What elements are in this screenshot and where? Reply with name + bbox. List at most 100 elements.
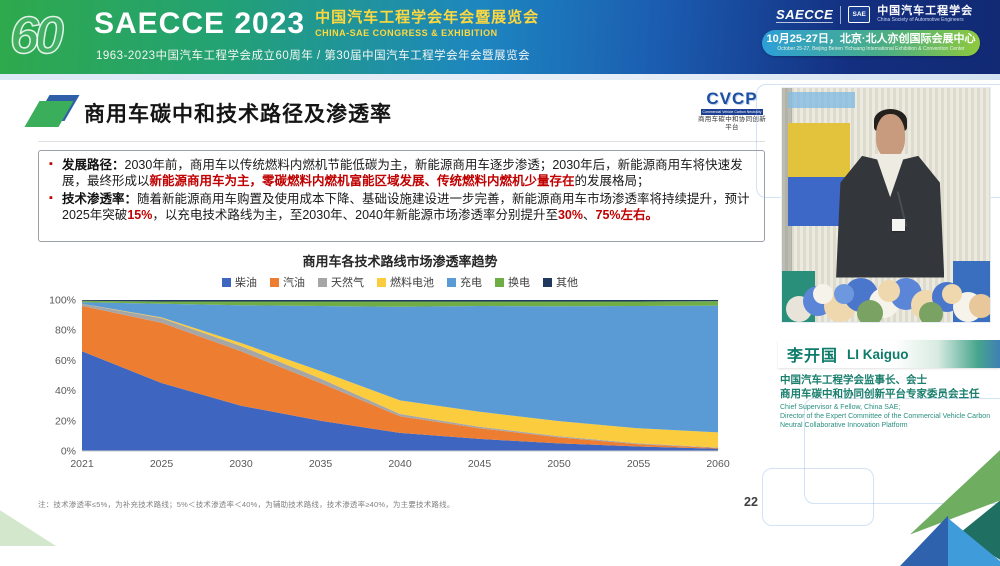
- speaker-name-bar: 李开国 LI Kaiguo: [778, 340, 1000, 368]
- legend-item: 其他: [543, 274, 578, 290]
- legend-label: 柴油: [235, 277, 257, 289]
- legend-item: 燃料电池: [377, 274, 434, 290]
- svg-text:2050: 2050: [547, 458, 571, 470]
- penetration-area-chart: 0% 20% 40% 60% 80% 100% 2021 2025 2030 2035 2040 20…: [49, 295, 730, 471]
- csae-badge-icon: SAE: [848, 6, 871, 23]
- microphone-flag: [892, 219, 906, 232]
- event-title-row: SAECCE 2023 中国汽车工程学会年会暨展览会 CHINA-SAE CON…: [94, 7, 539, 41]
- legend-label: 天然气: [331, 277, 364, 289]
- key-point-text: 的发展格局；: [574, 174, 650, 189]
- anniversary-60-logo: 60: [10, 4, 88, 68]
- flower: [813, 284, 834, 304]
- chart-legend: 柴油 汽油 天然气 燃料电池 充电 换电 其他: [60, 274, 740, 290]
- event-tagline: 1963-2023中国汽车工程学会成立60周年 / 第30届中国汽车工程学会年会…: [96, 50, 531, 62]
- logo-divider: [840, 5, 842, 24]
- header-substrip: [0, 74, 1000, 80]
- speaker-name-cn: 李开国: [787, 348, 839, 365]
- bullet-marker: ▪: [49, 158, 53, 170]
- chart-title: 商用车各技术路线市场渗透率趋势: [302, 254, 498, 269]
- legend-swatch: [377, 277, 386, 287]
- key-point-label: 发展路径：: [62, 158, 125, 172]
- legend-item: 充电: [447, 274, 482, 290]
- event-header: 60 SAECCE 2023 中国汽车工程学会年会暨展览会 CHINA-SAE …: [0, 0, 1000, 74]
- key-points-box: ▪ 发展路径：2030年前，商用车以传统燃料内燃机节能低碳为主，新能源商用车逐步渗…: [38, 150, 765, 242]
- legend-item: 天然气: [318, 274, 364, 290]
- svg-text:80%: 80%: [55, 325, 76, 337]
- title-divider: [38, 141, 765, 142]
- org-names: 中国汽车工程学会 China Society of Automotive Eng…: [877, 5, 973, 24]
- circuit-decoration-mid: [804, 398, 1000, 504]
- key-point-emphasis: 新能源商用车为主，零碳燃料内燃机富能区域发展、传统燃料内燃机少量存在: [149, 174, 575, 189]
- backdrop-lightblue-strip: [788, 92, 855, 109]
- svg-text:2030: 2030: [229, 458, 253, 470]
- cvcp-logo-text: CVCP: [706, 89, 758, 108]
- key-point-label: 技术渗透率：: [62, 191, 138, 206]
- bullet-marker: ▪: [49, 191, 53, 204]
- date-venue-cn: 10月25-27日，北京·北人亦创国际会展中心: [766, 33, 976, 45]
- info-bullets: ▪ 发展路径：2030年前，商用车以传统燃料内燃机节能低碳为主，新能源商用车逐步渗…: [49, 157, 754, 223]
- key-point-text: 随着新能源商用车购置及使用成本下降、基础设施建设进一步完善，新能源商用车市场渗透…: [62, 191, 750, 222]
- org-logos: SAECCE SAE 中国汽车工程学会 China Society of Aut…: [762, 5, 994, 24]
- legend-item: 汽油: [270, 274, 305, 290]
- svg-text:2045: 2045: [468, 458, 492, 470]
- key-point-emphasis: 15%: [127, 207, 153, 222]
- key-point-text: 、: [583, 207, 596, 222]
- key-point-emphasis: 75%左右。: [595, 207, 659, 222]
- speaker-titles: 中国汽车工程学会监事长、会士 商用车碳中和协同创新平台专家委员会主任 Chief…: [780, 373, 998, 430]
- flower: [969, 294, 990, 318]
- bottom-left-green-triangle: [0, 510, 56, 546]
- footnote: 注：技术渗透率≤5%，为补充技术路线；5%＜技术渗透率＜40%，为辅助技术路线，…: [38, 500, 455, 509]
- svg-text:20%: 20%: [55, 415, 76, 427]
- header-right-cluster: SAECCE SAE 中国汽车工程学会 China Society of Aut…: [762, 5, 994, 56]
- backdrop-yellow-block: [788, 123, 851, 177]
- svg-text:2040: 2040: [388, 458, 412, 470]
- svg-text:2025: 2025: [150, 458, 174, 470]
- cvcp-logo-bar: Commercial Vehicle Carbon Neutrality Pla…: [701, 109, 763, 115]
- flower: [877, 280, 900, 302]
- speaker-head: [875, 113, 905, 159]
- key-point-emphasis: 30%: [557, 207, 583, 222]
- speaker-title-en-2: Director of the Expert Committee of the …: [780, 413, 991, 429]
- flower-leaf: [856, 300, 883, 322]
- legend-label: 燃料电池: [390, 277, 434, 289]
- speaker-title-cn-1: 中国汽车工程学会监事长、会士: [780, 374, 927, 386]
- speaker-title-en-1: Chief Supervisor & Fellow, China SAE;: [780, 404, 901, 411]
- flower-leaf: [919, 302, 944, 322]
- flower: [834, 284, 854, 304]
- slide-title: 商用车碳中和技术路径及渗透率: [84, 103, 392, 126]
- svg-text:2060: 2060: [706, 458, 730, 470]
- legend-swatch: [543, 277, 552, 287]
- cvcp-logo: CVCP Commercial Vehicle Carbon Neutralit…: [698, 90, 766, 142]
- svg-text:40%: 40%: [55, 385, 76, 397]
- event-subtitle: 中国汽车工程学会年会暨展览会 CHINA-SAE CONGRESS & EXHI…: [315, 7, 539, 39]
- legend-label: 汽油: [283, 277, 305, 289]
- legend-item: 柴油: [222, 274, 257, 290]
- legend-label: 充电: [460, 277, 482, 289]
- speaker-title-cn-2: 商用车碳中和协同创新平台专家委员会主任: [780, 388, 980, 400]
- svg-text:2035: 2035: [309, 458, 333, 470]
- cvcp-logo-caption: 商用车碳中和协同创新平台: [698, 116, 766, 131]
- slide-title-decoration: [24, 95, 80, 127]
- date-venue-en: October 25-27, Beijing Beiren Yichuang I…: [777, 46, 965, 52]
- svg-text:60%: 60%: [55, 355, 76, 367]
- event-title: SAECCE 2023: [94, 7, 306, 40]
- speaker-name-en: LI Kaiguo: [847, 346, 909, 362]
- key-point: ▪ 技术渗透率：随着新能源商用车购置及使用成本下降、基础设施建设进一步完善，新能源…: [49, 191, 754, 224]
- corner-arrow-decoration: [900, 440, 1000, 566]
- svg-text:100%: 100%: [49, 295, 76, 307]
- date-venue-pill: 10月25-27日，北京·北人亦创国际会展中心 October 25-27, B…: [762, 30, 980, 56]
- svg-text:2021: 2021: [70, 458, 94, 470]
- page-number: 22: [744, 495, 758, 509]
- legend-item: 换电: [495, 274, 530, 290]
- org-name-en: China Society of Automotive Engineers: [877, 17, 964, 23]
- speaker-title-en: Chief Supervisor & Fellow, China SAE; Di…: [780, 403, 998, 430]
- legend-swatch: [495, 277, 504, 287]
- curtain-edge: [782, 88, 792, 322]
- speaker-video-feed: [782, 88, 990, 322]
- legend-swatch: [222, 277, 231, 287]
- legend-label: 其他: [556, 277, 578, 289]
- legend-swatch: [318, 277, 327, 287]
- legend-swatch: [447, 277, 456, 287]
- org-name-cn: 中国汽车工程学会: [877, 5, 974, 17]
- legend-label: 换电: [508, 277, 530, 289]
